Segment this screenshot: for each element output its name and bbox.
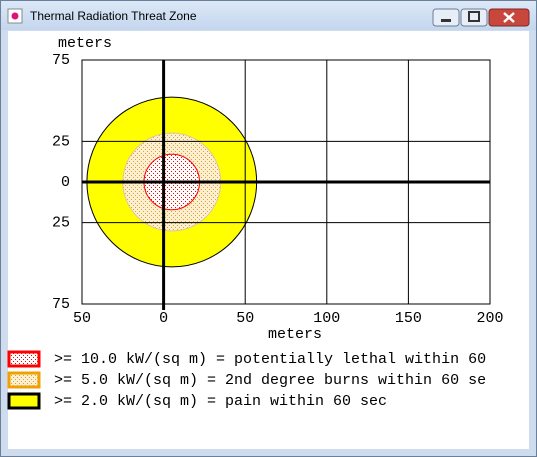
x-axis-label: meters xyxy=(268,326,322,343)
window-title: Thermal Radiation Threat Zone xyxy=(30,9,197,23)
y-tick-label: 0 xyxy=(61,174,70,191)
x-tick-label: 100 xyxy=(313,310,340,327)
y-tick-label: 25 xyxy=(52,133,70,150)
maximize-button[interactable] xyxy=(460,8,488,27)
legend-label: >= 10.0 kW/(sq m) = potentially lethal w… xyxy=(54,351,486,368)
plot-border xyxy=(81,59,491,305)
y-tick-label: 75 xyxy=(52,52,70,69)
maximize-icon xyxy=(468,11,480,22)
legend-swatch xyxy=(7,350,41,368)
y-tick-label: 75 xyxy=(52,296,70,313)
legend-swatch xyxy=(7,371,41,389)
y-axis-label: meters xyxy=(58,35,112,52)
app-icon-dot xyxy=(11,12,19,20)
minimize-button[interactable] xyxy=(432,8,460,27)
minimize-icon xyxy=(441,19,451,22)
close-icon xyxy=(503,12,515,23)
y-tick-label: 25 xyxy=(52,215,70,232)
x-tick-label: 0 xyxy=(159,310,168,327)
x-tick-label: 150 xyxy=(395,310,422,327)
legend-swatch xyxy=(7,392,41,410)
x-tick-label: 200 xyxy=(476,310,503,327)
x-tick-label: 50 xyxy=(73,310,91,327)
x-tick-label: 50 xyxy=(236,310,254,327)
legend-label: >= 2.0 kW/(sq m) = pain within 60 sec xyxy=(54,393,387,410)
legend-label: >= 5.0 kW/(sq m) = 2nd degree burns with… xyxy=(54,372,486,389)
